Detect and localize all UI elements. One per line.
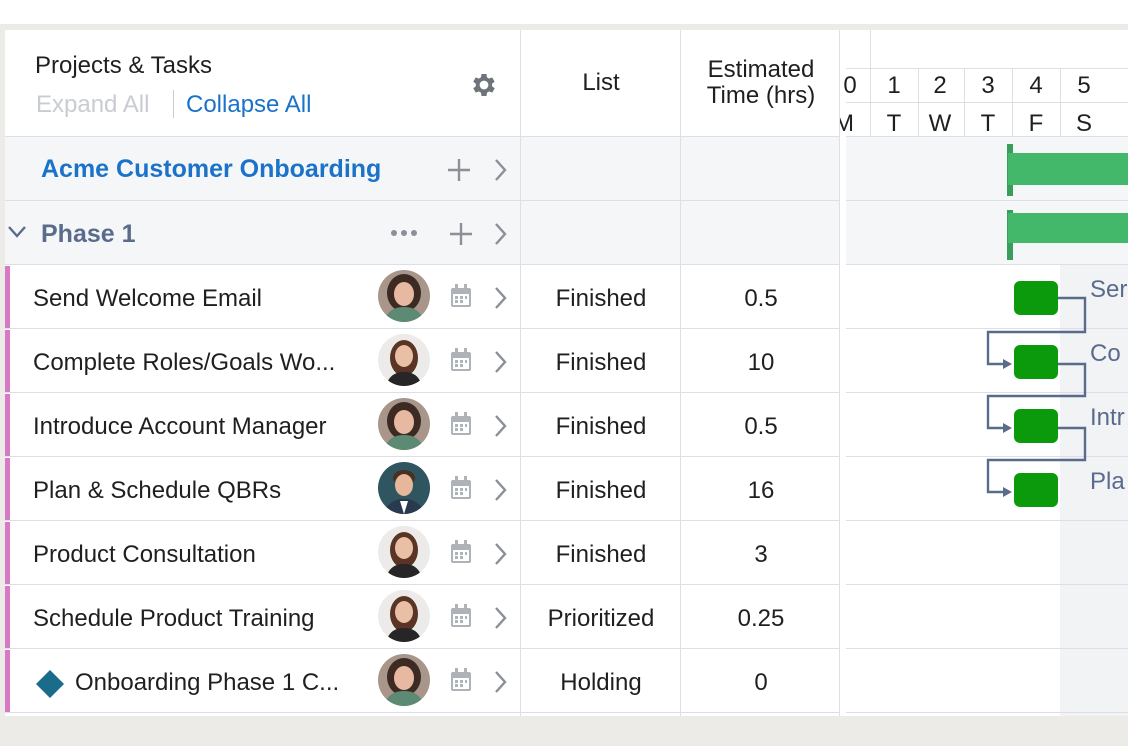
- day-letter: S: [1075, 110, 1092, 137]
- chevron-right-icon[interactable]: [493, 285, 509, 311]
- estimated-time-column-header[interactable]: Estimated Time (hrs): [681, 30, 841, 136]
- estimated-time-header-line2: Time (hrs): [706, 82, 816, 109]
- chevron-right-icon[interactable]: [493, 605, 509, 631]
- task-name[interactable]: Schedule Product Training: [33, 605, 315, 632]
- task-color-bar: [5, 522, 10, 584]
- chevron-right-icon[interactable]: [493, 157, 509, 183]
- day-number: 1: [887, 72, 901, 99]
- list-cell[interactable]: Finished: [555, 477, 647, 504]
- task-bar[interactable]: [1014, 345, 1058, 379]
- chevron-right-icon[interactable]: [493, 221, 509, 247]
- avatar[interactable]: [378, 398, 430, 450]
- task-color-bar: [5, 394, 10, 456]
- chevron-down-icon[interactable]: [7, 225, 27, 239]
- task-bar-label: Ser: [1090, 276, 1128, 303]
- task-color-bar: [5, 586, 10, 648]
- task-bar[interactable]: [1014, 281, 1058, 315]
- add-icon[interactable]: [446, 157, 472, 183]
- list-cell[interactable]: Finished: [555, 413, 647, 440]
- phase-name[interactable]: Phase 1: [41, 220, 136, 248]
- chevron-right-icon[interactable]: [493, 477, 509, 503]
- task-bar-label: Co: [1090, 340, 1121, 367]
- settings-gear-icon[interactable]: [469, 70, 499, 100]
- calendar-icon[interactable]: [450, 668, 472, 692]
- day-letter: T: [886, 110, 902, 137]
- day-number: 3: [981, 72, 995, 99]
- estimated-time-cell[interactable]: 0.5: [744, 285, 778, 312]
- day-number: 5: [1077, 72, 1091, 99]
- projects-tasks-title: Projects & Tasks: [35, 52, 212, 79]
- task-color-bar: [5, 650, 10, 712]
- day-letter: W: [928, 110, 952, 137]
- add-icon[interactable]: [448, 221, 474, 247]
- project-summary-bar[interactable]: [1008, 153, 1128, 185]
- expand-all-link[interactable]: Expand All: [36, 91, 150, 118]
- list-cell[interactable]: Prioritized: [547, 605, 655, 632]
- task-bar-label: Intr: [1090, 404, 1125, 431]
- list-cell[interactable]: Holding: [560, 669, 642, 696]
- avatar[interactable]: [378, 590, 430, 642]
- task-bar[interactable]: [1014, 473, 1058, 507]
- task-color-bar: [5, 458, 10, 520]
- avatar[interactable]: [378, 526, 430, 578]
- more-options-icon[interactable]: [390, 228, 418, 238]
- task-name[interactable]: Plan & Schedule QBRs: [33, 477, 282, 504]
- task-name[interactable]: Send Welcome Email: [33, 285, 262, 312]
- day-number: 4: [1029, 72, 1043, 99]
- milestone-diamond-icon: [36, 670, 64, 698]
- chevron-right-icon[interactable]: [493, 413, 509, 439]
- calendar-icon[interactable]: [450, 604, 472, 628]
- calendar-icon[interactable]: [450, 540, 472, 564]
- chevron-right-icon[interactable]: [493, 541, 509, 567]
- task-color-bar: [5, 330, 10, 392]
- task-color-bar: [5, 266, 10, 328]
- avatar[interactable]: [378, 654, 430, 706]
- chevron-right-icon[interactable]: [493, 669, 509, 695]
- day-letter: F: [1028, 110, 1044, 137]
- phase-summary-bar[interactable]: [1008, 213, 1128, 243]
- list-column-header[interactable]: List: [582, 69, 620, 96]
- task-bar-label: Pla: [1090, 468, 1125, 495]
- project-name[interactable]: Acme Customer Onboarding: [41, 155, 382, 183]
- dependency-arrows: [986, 296, 1087, 497]
- avatar[interactable]: [378, 270, 430, 322]
- header-divider: [173, 90, 174, 118]
- estimated-time-cell[interactable]: 0: [754, 669, 768, 696]
- list-cell[interactable]: Finished: [555, 541, 647, 568]
- task-name[interactable]: Product Consultation: [33, 541, 256, 568]
- estimated-time-header-line1: Estimated: [707, 56, 815, 83]
- list-cell[interactable]: Finished: [555, 285, 647, 312]
- estimated-time-cell[interactable]: 10: [747, 349, 775, 376]
- estimated-time-cell[interactable]: 16: [747, 477, 775, 504]
- task-grid: Projects & Tasks Expand All Collapse All…: [5, 30, 840, 716]
- calendar-icon[interactable]: [450, 348, 472, 372]
- estimated-time-cell[interactable]: 0.5: [744, 413, 778, 440]
- phase-row[interactable]: [5, 201, 840, 265]
- calendar-icon[interactable]: [450, 476, 472, 500]
- task-bar[interactable]: [1014, 409, 1058, 443]
- estimated-time-cell[interactable]: 3: [754, 541, 768, 568]
- chevron-right-icon[interactable]: [493, 349, 509, 375]
- list-cell[interactable]: Finished: [555, 349, 647, 376]
- task-name[interactable]: Complete Roles/Goals Wo...: [33, 349, 336, 376]
- calendar-icon[interactable]: [450, 412, 472, 436]
- collapse-all-link[interactable]: Collapse All: [186, 91, 312, 118]
- day-letter: T: [980, 110, 996, 137]
- day-number: 0: [843, 72, 857, 99]
- gantt-chart: 0 1 2 3 4 5 M T W T F S Ser C: [840, 30, 1128, 716]
- avatar[interactable]: [378, 334, 430, 386]
- project-row[interactable]: [5, 137, 840, 201]
- task-name[interactable]: Onboarding Phase 1 C...: [75, 669, 340, 696]
- day-letter: M: [840, 110, 854, 137]
- estimated-time-cell[interactable]: 0.25: [737, 605, 785, 632]
- calendar-icon[interactable]: [450, 284, 472, 308]
- task-name[interactable]: Introduce Account Manager: [33, 413, 327, 440]
- day-number: 2: [933, 72, 947, 99]
- avatar[interactable]: [378, 462, 430, 514]
